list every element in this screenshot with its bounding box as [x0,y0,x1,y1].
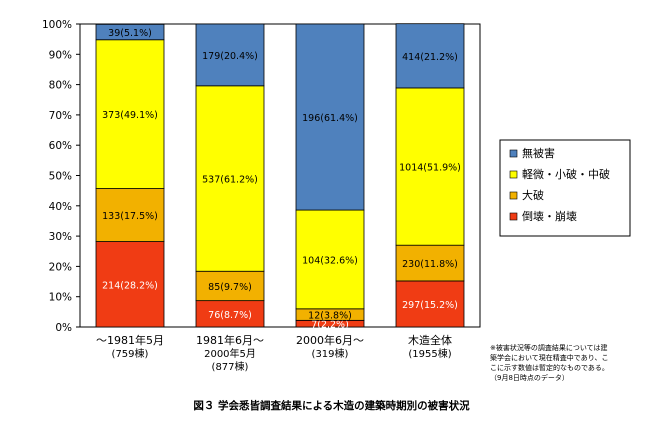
x-category-label: 1981年6月～ [196,333,264,347]
y-tick-label: 40% [49,201,72,213]
bar-segment [295,23,365,211]
bar-segment [395,280,465,328]
legend-label: 大破 [522,188,544,202]
data-label: 214(28.2%) [102,280,158,291]
x-category-label: (319棟) [312,347,349,360]
x-category-label: (877棟) [212,360,249,373]
data-label: 85(9.7%) [208,282,252,293]
x-category-label: (759棟) [112,347,149,360]
bar-segment [195,23,265,87]
legend-swatch [509,149,518,158]
data-label: 104(32.6%) [302,255,358,266]
data-label: 196(61.4%) [302,113,358,124]
legend-label: 倒壊・崩壊 [522,209,577,223]
x-category-label: 2000年5月 [204,347,256,360]
x-axis: ～1981年5月(759棟) 1981年6月～2000年5月(877棟) 2000年… [96,333,452,373]
y-tick-label: 80% [49,80,72,92]
data-label: 373(49.1%) [102,110,158,121]
bar-segment [395,244,465,282]
data-label: 230(11.8%) [402,259,458,270]
x-category-label: 2000年6月～ [296,333,364,347]
legend-swatch [509,170,518,179]
bar-segment [295,209,365,310]
bar-segment [195,300,265,328]
bar-segment [95,241,165,328]
data-label: 414(21.2%) [402,52,458,63]
footnote: ※被害状況等の調査結果については建 築学会において現在精査中であり、こ こに示す… [490,343,660,383]
y-tick-label: 100% [42,19,72,31]
data-label: 7(2.2%) [311,320,349,331]
y-tick-label: 90% [49,49,72,61]
footnote-line: ※被害状況等の調査結果については建 [490,344,608,352]
footnote-line: こに示す数値は暫定的なものである。 [490,364,609,372]
y-tick-label: 60% [49,140,72,152]
legend-label: 無被害 [522,146,555,160]
legend-swatch [509,212,518,221]
footnote-line: 築学会において現在精査中であり、こ [490,354,609,362]
bar-segment [195,85,265,272]
x-category-label: (1955棟) [408,347,451,360]
bars-layer: 214(28.2%) 133(17.5%) 373(49.1%) 39(5.1%) 76… [95,23,465,331]
footnote-line: （9月8日時点のデータ） [490,374,569,382]
x-category-label: ～1981年5月 [96,333,164,347]
y-tick-label: 20% [49,261,72,273]
bar-segment [95,23,165,41]
data-label: 39(5.1%) [108,28,152,39]
y-tick-label: 70% [49,110,72,122]
data-label: 179(20.4%) [202,51,258,62]
bar-segment [95,188,165,242]
data-label: 297(15.2%) [402,300,458,311]
figure-caption: 図３ 学会悉皆調査結果による木造の建築時期別の被害状況 [193,400,470,412]
x-category-label: 木造全体 [408,333,452,347]
data-label: 133(17.5%) [102,211,158,222]
legend-swatch [509,191,518,200]
y-tick-label: 0% [55,322,72,334]
data-label: 1014(51.9%) [399,163,461,174]
data-label: 76(8.7%) [208,310,252,321]
data-label: 537(61.2%) [202,175,258,186]
legend-box [499,139,631,237]
y-tick-label: 50% [49,171,72,183]
y-axis: 0% 10% 20% 30% 40% 50% 60% 70% 80% 90% 100% [42,19,80,334]
y-tick-label: 30% [49,231,72,243]
y-tick-label: 10% [49,292,72,304]
legend-label: 軽微・小破・中破 [522,167,610,181]
bar-segment [395,87,465,246]
bar-segment [395,23,465,89]
data-label: 12(3.8%) [308,311,352,322]
